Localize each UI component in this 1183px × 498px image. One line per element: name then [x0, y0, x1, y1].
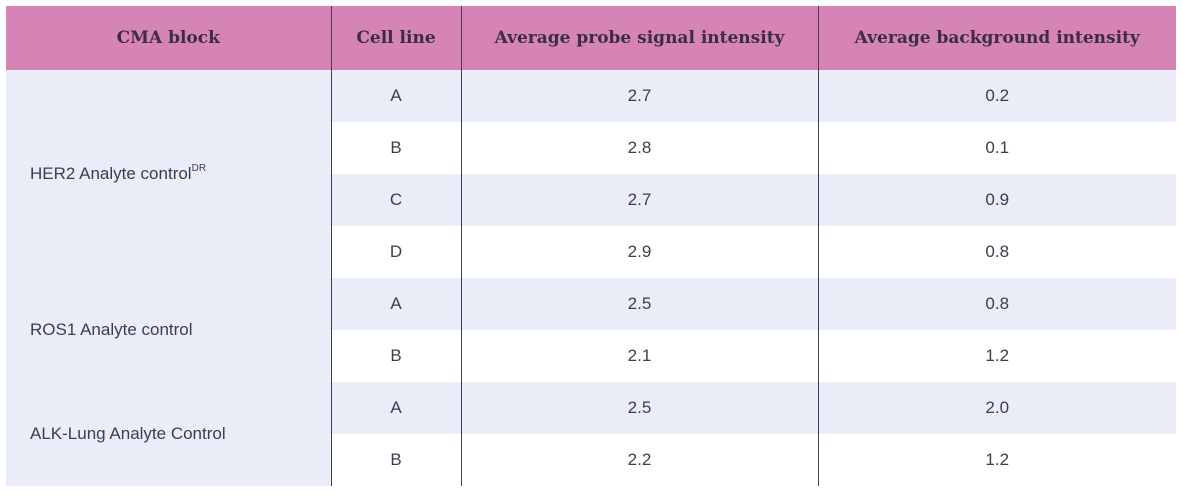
cell-line-cell: D	[330, 226, 461, 278]
background-cell: 0.8	[817, 226, 1176, 278]
cma-block-name: ALK-Lung Analyte Control	[30, 424, 226, 443]
background-cell: 0.9	[817, 174, 1176, 226]
table-row: B 2.2 1.2	[6, 434, 1176, 486]
background-cell: 1.2	[817, 434, 1176, 486]
table-row: HER2 Analyte controlDR A 2.7 0.2	[6, 70, 1176, 278]
table-body: HER2 Analyte controlDR A 2.7 0.2 B 2.8 0…	[6, 70, 1176, 486]
signal-cell: 2.9	[460, 226, 818, 278]
signal-cell: 2.7	[460, 70, 818, 122]
cell-line-cell: B	[330, 434, 461, 486]
cell-line-cell: A	[330, 70, 461, 122]
cma-block-superscript: DR	[191, 163, 207, 174]
table-header: CMA block Cell line Average probe signal…	[6, 6, 1176, 70]
header-row: CMA block Cell line Average probe signal…	[6, 6, 1176, 70]
table-row: ROS1 Analyte control A 2.5 0.8	[6, 278, 1176, 382]
header-cell-line: Cell line	[330, 6, 461, 70]
table-row: B 2.1 1.2	[6, 330, 1176, 382]
header-probe-signal: Average probe signal intensity	[460, 6, 818, 70]
cma-block-name: ROS1 Analyte control	[30, 320, 193, 339]
cma-block-cell: ROS1 Analyte control	[6, 278, 331, 382]
cma-block-cell: ALK-Lung Analyte Control	[6, 382, 331, 486]
results-table: CMA block Cell line Average probe signal…	[6, 6, 1176, 486]
table-row: B 2.8 0.1	[6, 122, 1176, 174]
background-cell: 2.0	[817, 382, 1176, 434]
signal-cell: 2.5	[460, 278, 818, 330]
signal-cell: 2.1	[460, 330, 818, 382]
cell-line-cell: A	[330, 382, 461, 434]
background-cell: 1.2	[817, 330, 1176, 382]
background-cell: 0.8	[817, 278, 1176, 330]
header-cma-block: CMA block	[6, 6, 331, 70]
cell-line-cell: A	[330, 278, 461, 330]
table-row: C 2.7 0.9	[6, 174, 1176, 226]
signal-cell: 2.2	[460, 434, 818, 486]
background-cell: 0.2	[817, 70, 1176, 122]
cell-line-cell: B	[330, 330, 461, 382]
signal-cell: 2.7	[460, 174, 818, 226]
cell-line-cell: B	[330, 122, 461, 174]
background-cell: 0.1	[817, 122, 1176, 174]
cell-line-cell: C	[330, 174, 461, 226]
signal-cell: 2.5	[460, 382, 818, 434]
signal-cell: 2.8	[460, 122, 818, 174]
cma-block-name: HER2 Analyte control	[30, 164, 192, 183]
cma-block-cell: HER2 Analyte controlDR	[6, 70, 331, 278]
header-background-intensity: Average background intensity	[817, 6, 1176, 70]
table-row: D 2.9 0.8	[6, 226, 1176, 278]
table-row: ALK-Lung Analyte Control A 2.5 2.0	[6, 382, 1176, 486]
